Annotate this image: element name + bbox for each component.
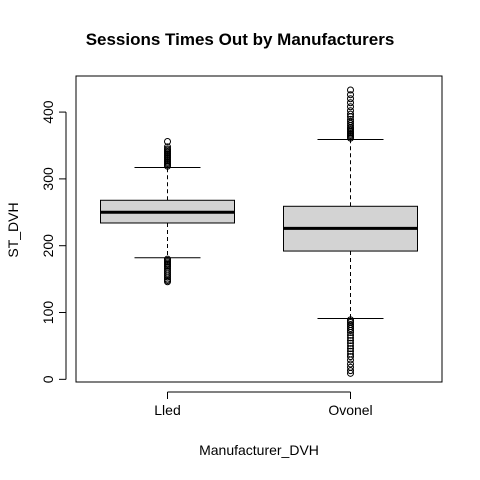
outlier-point: [347, 99, 354, 107]
outlier-point: [347, 337, 354, 345]
box-group-ovonel: [283, 86, 418, 377]
outlier-point: [347, 91, 354, 99]
outlier-point: [347, 360, 354, 368]
outlier-point: [347, 339, 354, 347]
plot-frame: [75, 75, 443, 383]
outlier-point: [347, 316, 354, 324]
x-tick-label: Ovonel: [328, 402, 372, 418]
outlier-point: [347, 117, 354, 125]
y-tick-label: 200: [40, 234, 56, 258]
outlier-point: [347, 350, 354, 358]
chart-title: Sessions Times Out by Manufacturers: [85, 30, 395, 49]
y-tick-label: 400: [40, 100, 56, 124]
x-axis: Lled Ovonel: [154, 391, 373, 418]
outlier-point: [347, 323, 354, 331]
y-tick-label: 300: [40, 167, 56, 191]
outlier-point: [347, 363, 354, 371]
outlier-point: [347, 119, 354, 127]
outlier-point: [347, 331, 354, 339]
boxes: [100, 86, 418, 377]
outlier-point: [347, 110, 354, 118]
outlier-point: [347, 345, 354, 353]
outlier-point: [164, 145, 171, 153]
x-axis-label: Manufacturer_DVH: [199, 442, 319, 458]
outlier-point: [347, 347, 354, 355]
outlier-point: [347, 367, 354, 375]
outlier-point: [347, 103, 354, 111]
x-tick-label: Lled: [154, 402, 180, 418]
y-tick-label: 100: [40, 301, 56, 325]
outlier-point: [164, 137, 171, 145]
outlier-point: [347, 334, 354, 342]
box-group-lled: [100, 137, 235, 286]
outlier-point: [164, 267, 171, 275]
outlier-point: [347, 321, 354, 329]
outlier-point: [347, 107, 354, 115]
outlier-point: [164, 255, 171, 263]
outlier-point: [347, 115, 354, 123]
outlier-point: [347, 342, 354, 350]
y-tick-label: 0: [40, 375, 56, 383]
outlier-point: [347, 353, 354, 361]
outlier-point: [164, 143, 171, 151]
y-axis: 0 100 200 300 400: [40, 100, 67, 383]
outlier-point: [347, 95, 354, 103]
outlier-point: [347, 86, 354, 94]
